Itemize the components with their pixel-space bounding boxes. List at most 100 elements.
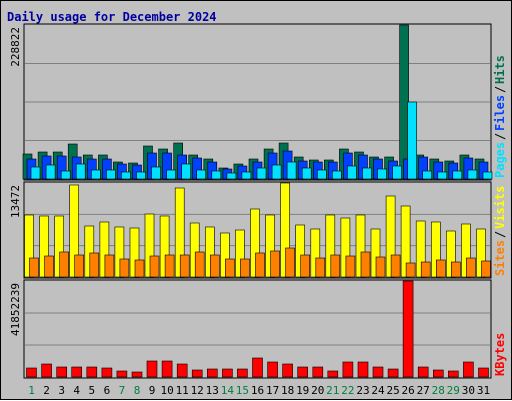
x-tick-label-day-2: 2 [43,384,50,397]
bar-kbytes-day-10 [161,360,173,378]
x-tick-label-day-21: 21 [326,384,339,397]
bar-pages-day-5 [91,169,101,180]
bar-visits-day-15 [235,229,245,278]
bar-sites-day-22 [345,255,356,278]
bar-pages-day-29 [452,170,463,180]
bar-kbytes-day-4 [71,366,82,378]
x-tick-label-day-18: 18 [281,384,294,397]
bar-kbytes-day-5 [86,366,98,378]
bar-kbytes-day-27 [417,366,429,378]
bar-kbytes-day-26 [402,280,414,378]
x-tick-label-day-1: 1 [28,384,35,397]
bar-pages-day-19 [301,167,312,180]
legend-hits: Hits [493,55,507,84]
legend-separator: / [493,231,507,238]
bar-visits-day-1 [24,214,34,278]
bar-pages-day-1 [30,166,41,180]
bar-visits-day-8 [129,227,140,278]
x-tick-label-day-11: 11 [176,384,189,397]
bar-visits-day-30 [461,223,471,278]
bar-visits-day-11 [174,187,185,278]
bar-pages-day-30 [467,169,478,180]
bar-pages-day-31 [482,171,493,180]
bar-visits-day-23 [355,214,366,278]
bar-sites-day-14 [225,258,235,278]
bar-visits-day-6 [99,221,110,278]
bar-sites-day-6 [104,254,115,278]
bar-sites-day-24 [375,256,386,278]
bar-kbytes-day-1 [26,367,37,378]
bar-pages-day-20 [316,169,327,180]
legend-sites: Sites [493,240,507,276]
bar-visits-day-22 [340,217,351,278]
bar-sites-day-8 [134,259,145,278]
bar-visits-day-17 [265,214,275,278]
x-tick-label-day-20: 20 [311,384,324,397]
bar-sites-day-4 [74,254,84,278]
bar-pages-day-2 [45,164,56,180]
x-tick-label-day-30: 30 [462,384,475,397]
bar-visits-day-28 [430,221,441,278]
bar-sites-day-21 [330,254,341,278]
bar-pages-day-7 [121,171,131,180]
x-tick-label-day-4: 4 [73,384,80,397]
bar-sites-day-10 [164,254,175,278]
bar-visits-day-12 [189,222,200,278]
x-tick-label-day-10: 10 [160,384,173,397]
legend-visits: Visits [493,186,507,229]
x-tick-label-day-15: 15 [236,384,249,397]
bar-sites-day-9 [149,255,160,278]
bar-kbytes-day-12 [191,369,203,378]
bar-kbytes-day-28 [432,369,444,378]
bar-kbytes-day-16 [252,357,263,378]
bar-pages-day-17 [271,164,282,180]
legend-separator: / [493,133,507,140]
bar-visits-day-19 [295,224,306,278]
x-tick-label-day-6: 6 [104,384,111,397]
x-tick-label-day-26: 26 [401,384,414,397]
x-tick-label-day-5: 5 [88,384,95,397]
bar-visits-day-24 [370,228,381,278]
bar-pages-day-28 [437,171,448,180]
bar-sites-day-2 [44,255,54,278]
bar-visits-day-27 [415,220,426,278]
y-max-label-hits-files-pages: 228822 [9,27,22,67]
bar-visits-day-18 [280,182,290,278]
bar-sites-day-29 [450,261,461,278]
bar-pages-day-11 [181,163,191,180]
bar-pages-day-16 [256,167,267,180]
x-tick-label-day-22: 22 [341,384,354,397]
x-tick-label-day-27: 27 [417,384,430,397]
x-tick-label-day-12: 12 [191,384,204,397]
bar-visits-day-10 [159,215,170,278]
bar-visits-day-20 [310,228,321,278]
bar-sites-day-17 [270,250,280,278]
chart-title: Daily usage for December 2024 [7,10,217,24]
legend-separator: / [493,86,507,93]
bar-pages-day-12 [196,169,206,180]
bar-sites-day-12 [194,251,205,278]
bar-kbytes-day-25 [387,368,399,378]
bar-sites-day-19 [300,254,311,278]
bar-kbytes-day-19 [297,366,309,378]
bar-pages-day-6 [106,169,116,180]
x-tick-label-day-17: 17 [266,384,279,397]
bar-visits-day-3 [54,215,65,278]
bar-visits-day-25 [385,195,396,278]
bar-pages-day-15 [241,171,252,180]
bar-pages-day-4 [75,163,86,180]
bar-pages-day-18 [286,161,297,180]
x-tick-label-day-13: 13 [206,384,219,397]
bar-kbytes-day-31 [478,367,489,378]
bar-sites-day-28 [435,259,446,278]
bar-pages-day-25 [392,165,402,180]
legend-kbytes: KBytes [493,333,507,376]
bar-sites-day-26 [405,262,416,278]
bar-sites-day-5 [89,252,100,278]
bar-kbytes-day-13 [207,368,218,378]
bar-pages-day-26 [407,101,417,180]
bar-sites-day-16 [255,252,265,278]
bar-sites-day-20 [315,257,326,278]
